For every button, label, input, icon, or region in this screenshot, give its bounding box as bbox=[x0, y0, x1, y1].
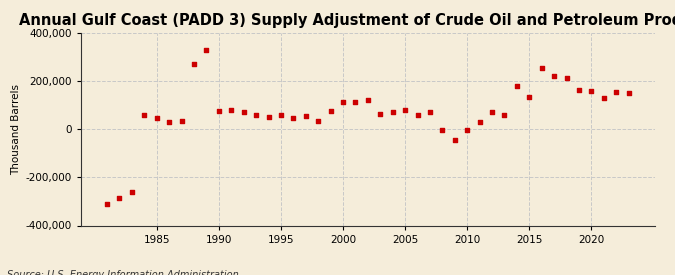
Point bbox=[611, 90, 622, 94]
Point bbox=[176, 119, 187, 123]
Point bbox=[412, 113, 423, 117]
Point bbox=[623, 91, 634, 95]
Point bbox=[549, 74, 560, 79]
Point bbox=[561, 75, 572, 80]
Point bbox=[226, 108, 237, 112]
Point bbox=[238, 110, 249, 115]
Point bbox=[524, 95, 535, 99]
Point bbox=[126, 190, 137, 194]
Point bbox=[201, 48, 212, 52]
Point bbox=[151, 116, 162, 121]
Point bbox=[114, 196, 125, 200]
Point bbox=[586, 89, 597, 93]
Point bbox=[512, 84, 522, 88]
Point bbox=[313, 119, 323, 123]
Title: Annual Gulf Coast (PADD 3) Supply Adjustment of Crude Oil and Petroleum Products: Annual Gulf Coast (PADD 3) Supply Adjust… bbox=[19, 13, 675, 28]
Point bbox=[288, 116, 299, 121]
Point bbox=[462, 128, 472, 133]
Y-axis label: Thousand Barrels: Thousand Barrels bbox=[11, 84, 22, 175]
Point bbox=[164, 120, 175, 124]
Point bbox=[263, 115, 274, 119]
Point bbox=[375, 111, 385, 116]
Point bbox=[338, 99, 348, 104]
Point bbox=[599, 96, 610, 100]
Point bbox=[300, 114, 311, 118]
Point bbox=[362, 98, 373, 103]
Point bbox=[102, 202, 113, 206]
Point bbox=[425, 110, 435, 115]
Point bbox=[188, 62, 199, 67]
Point bbox=[450, 138, 460, 142]
Point bbox=[574, 87, 585, 92]
Point bbox=[275, 113, 286, 117]
Point bbox=[139, 113, 150, 117]
Point bbox=[437, 128, 448, 133]
Point bbox=[325, 109, 336, 113]
Point bbox=[487, 110, 497, 115]
Point bbox=[250, 113, 261, 117]
Text: Source: U.S. Energy Information Administration: Source: U.S. Energy Information Administ… bbox=[7, 271, 238, 275]
Point bbox=[387, 110, 398, 115]
Point bbox=[213, 109, 224, 113]
Point bbox=[475, 120, 485, 124]
Point bbox=[537, 66, 547, 70]
Point bbox=[350, 99, 361, 104]
Point bbox=[400, 108, 410, 112]
Point bbox=[499, 113, 510, 117]
